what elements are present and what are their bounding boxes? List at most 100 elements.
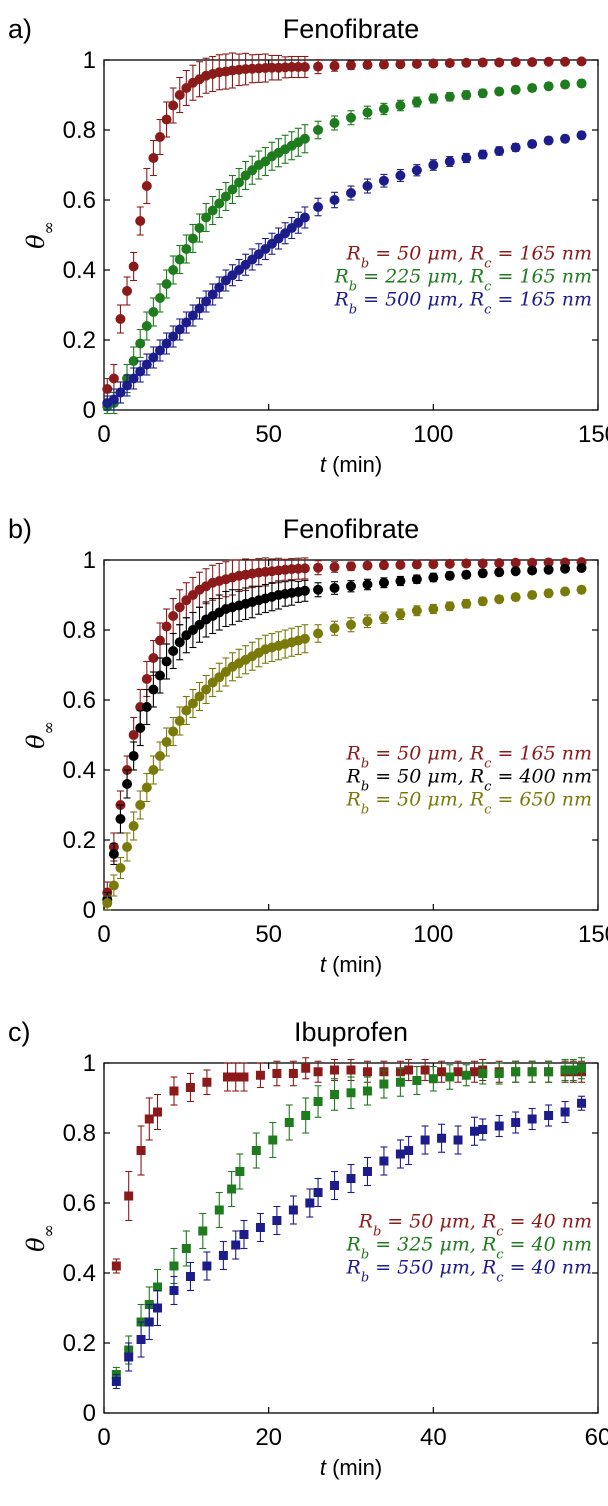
- data-point: [161, 114, 172, 125]
- data-point: [461, 558, 472, 569]
- data-point: [135, 216, 146, 226]
- data-point: [161, 338, 172, 349]
- data-point: [185, 1272, 195, 1281]
- data-point: [299, 585, 310, 596]
- data-point: [299, 133, 310, 144]
- y-axis-label: θ∞: [22, 721, 58, 749]
- y-tick-label: 0.8: [63, 117, 96, 144]
- data-point: [510, 57, 521, 68]
- data-point: [313, 125, 324, 135]
- data-point: [346, 112, 356, 123]
- y-axis-label: θ∞: [22, 221, 58, 249]
- data-point: [115, 814, 126, 824]
- data-point: [144, 1114, 154, 1124]
- data-point: [346, 619, 356, 630]
- data-point: [527, 1114, 537, 1124]
- legend-entry: Rb = 50 μm, Rc = 165 nm: [346, 743, 592, 772]
- data-point: [251, 1146, 261, 1155]
- data-point: [428, 93, 439, 104]
- data-point: [576, 130, 587, 141]
- data-point: [428, 604, 439, 614]
- y-tick-label: 0.8: [63, 617, 96, 644]
- data-point: [453, 1135, 463, 1145]
- data-point: [181, 244, 192, 254]
- data-point: [128, 730, 139, 740]
- data-point: [284, 1118, 294, 1127]
- panel-letter: c): [8, 1017, 31, 1047]
- data-point: [169, 1261, 179, 1271]
- data-point: [313, 584, 324, 595]
- data-point: [527, 565, 538, 576]
- data-point: [220, 191, 231, 202]
- data-point: [223, 1072, 232, 1082]
- data-point: [470, 1067, 479, 1077]
- axes-box: [103, 559, 599, 911]
- data-point: [136, 1146, 146, 1155]
- data-point: [122, 380, 133, 391]
- data-point: [169, 1086, 179, 1096]
- data-point: [313, 1067, 323, 1077]
- data-point: [568, 1065, 578, 1075]
- data-point: [214, 198, 225, 209]
- data-point: [148, 653, 159, 663]
- data-point: [174, 602, 185, 613]
- data-point: [154, 132, 165, 142]
- data-point: [510, 592, 521, 603]
- data-point: [161, 621, 172, 632]
- data-point: [141, 702, 152, 712]
- legend-entry: Rb = 50 μm, Rc = 40 nm: [358, 1211, 592, 1240]
- data-point: [135, 366, 146, 377]
- data-point: [108, 373, 119, 384]
- y-tick-label: 1: [83, 1050, 96, 1077]
- data-point: [135, 338, 146, 349]
- data-point: [461, 153, 472, 163]
- data-point: [168, 611, 179, 621]
- data-point: [239, 1230, 249, 1239]
- chart-title: Fenofibrate: [282, 14, 420, 44]
- data-point: [576, 563, 587, 574]
- series-2: [102, 130, 587, 411]
- legend-entry: Rb = 50 μm, Rc = 400 nm: [346, 766, 592, 795]
- data-point: [346, 1065, 356, 1075]
- data-point: [201, 296, 212, 307]
- series-2: [102, 584, 587, 911]
- data-point: [161, 656, 172, 667]
- data-point: [470, 1126, 479, 1136]
- data-point: [329, 60, 340, 71]
- x-axis-label: t (min): [320, 952, 382, 977]
- data-point: [141, 181, 152, 191]
- legend-entry: Rb = 50 μm, Rc = 165 nm: [346, 243, 592, 272]
- data-point: [560, 1065, 570, 1075]
- data-point: [108, 880, 119, 891]
- data-point: [115, 387, 126, 398]
- data-point: [218, 1251, 228, 1260]
- data-point: [115, 314, 126, 324]
- legend-entry: Rb = 325 μm, Rc = 40 nm: [346, 1234, 592, 1263]
- data-point: [207, 205, 218, 216]
- data-point: [494, 1121, 504, 1131]
- data-point: [494, 567, 505, 578]
- y-tick-label: 0.6: [63, 1190, 96, 1217]
- data-point: [141, 321, 152, 331]
- data-point: [187, 310, 198, 321]
- data-point: [161, 279, 172, 289]
- data-point: [395, 576, 406, 586]
- data-point: [330, 1090, 340, 1099]
- data-point: [428, 572, 439, 583]
- data-point: [154, 345, 165, 356]
- data-point: [420, 1065, 430, 1075]
- data-point: [299, 62, 310, 72]
- data-point: [299, 212, 310, 223]
- data-point: [576, 584, 587, 595]
- data-point: [412, 1076, 422, 1085]
- data-point: [346, 1088, 356, 1098]
- data-point: [153, 1107, 163, 1117]
- x-tick-label: 0: [97, 421, 110, 448]
- data-point: [141, 782, 152, 793]
- data-point: [478, 1125, 488, 1134]
- data-point: [313, 61, 324, 72]
- data-point: [231, 1072, 241, 1082]
- data-point: [461, 598, 472, 609]
- data-point: [201, 684, 212, 695]
- data-point: [362, 1086, 372, 1096]
